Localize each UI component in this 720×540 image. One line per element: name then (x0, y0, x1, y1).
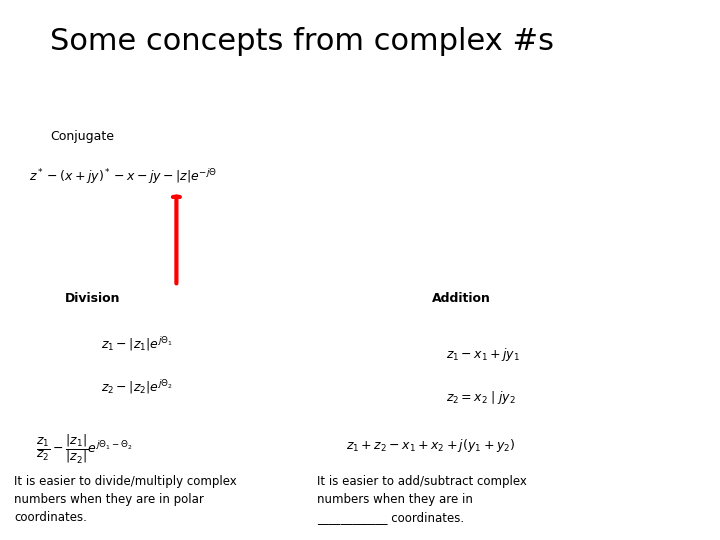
Text: Some concepts from complex #s: Some concepts from complex #s (50, 27, 554, 56)
Text: $z_2 = x_2 \mid jy_2$: $z_2 = x_2 \mid jy_2$ (446, 389, 516, 406)
Text: Conjugate: Conjugate (50, 130, 114, 143)
Text: It is easier to add/subtract complex
numbers when they are in
____________ coord: It is easier to add/subtract complex num… (317, 475, 526, 524)
Text: $z_1 - x_1 + jy_1$: $z_1 - x_1 + jy_1$ (446, 346, 521, 362)
Text: Addition: Addition (432, 292, 491, 305)
Text: $z_1 - |z_1|e^{j\Theta_1}$: $z_1 - |z_1|e^{j\Theta_1}$ (101, 335, 173, 353)
Text: $z_1 + z_2 - x_1 + x_2 + j(y_1 + y_2)$: $z_1 + z_2 - x_1 + x_2 + j(y_1 + y_2)$ (346, 437, 515, 454)
Text: $z_2 - |z_2|e^{j\Theta_2}$: $z_2 - |z_2|e^{j\Theta_2}$ (101, 378, 173, 396)
Text: $\dfrac{z_1}{z_2} - \dfrac{|z_1|}{|z_2|}e^{j\Theta_1-\Theta_2}$: $\dfrac{z_1}{z_2} - \dfrac{|z_1|}{|z_2|}… (36, 432, 132, 465)
Text: Division: Division (65, 292, 120, 305)
Text: $z^* - (x + jy)^* - x - jy - |z|e^{-j\Theta}$: $z^* - (x + jy)^* - x - jy - |z|e^{-j\Th… (29, 167, 217, 186)
Text: It is easier to divide/multiply complex
numbers when they are in polar
coordinat: It is easier to divide/multiply complex … (14, 475, 237, 524)
